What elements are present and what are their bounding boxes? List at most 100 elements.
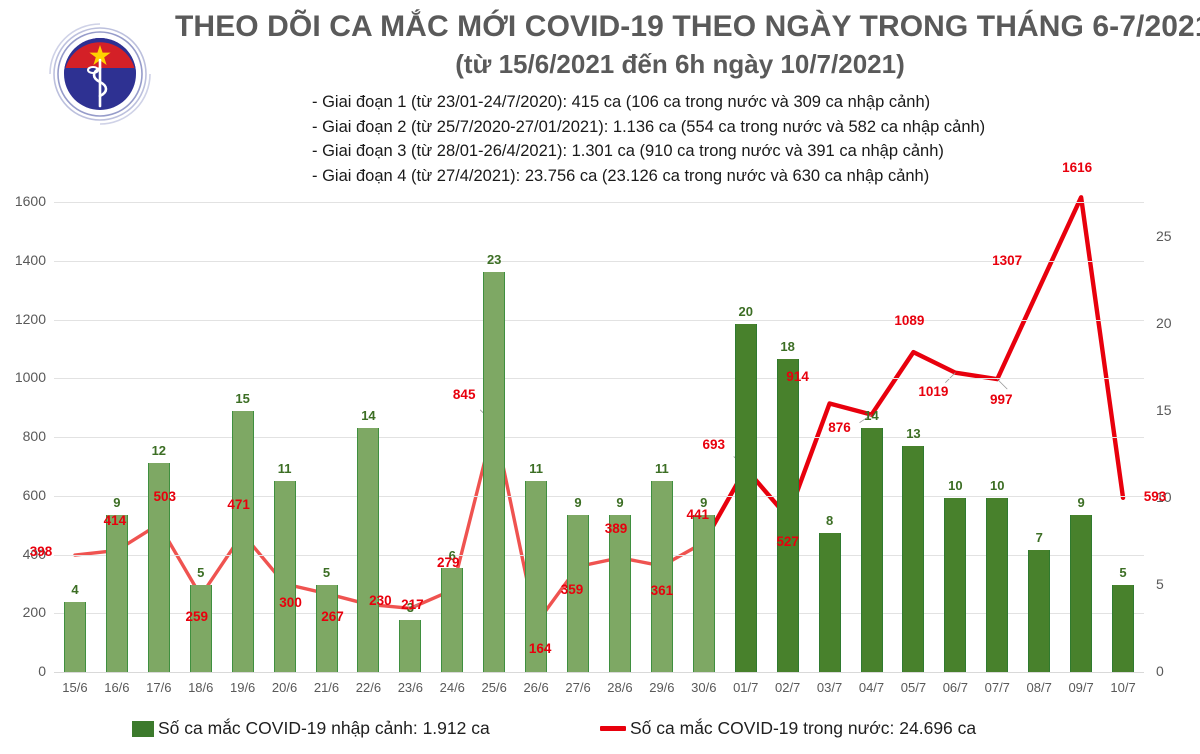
x-axis-tick: 18/6 (188, 680, 214, 695)
legend-item-imported[interactable]: Số ca mắc COVID-19 nhập cảnh: 1.912 ca (132, 718, 490, 739)
bar-value-label: 23 (486, 251, 502, 267)
bar-imported-cases[interactable] (441, 567, 464, 672)
plot-area: 0 200 400 600 800 1000 1200 1400 1600 0 5 10 15 20 25 4… (0, 160, 1200, 695)
gridline (54, 672, 1144, 673)
bar-imported-cases[interactable] (818, 532, 841, 672)
label-leader-line (945, 372, 956, 383)
line-value-label: 1089 (894, 313, 925, 329)
bar-imported-cases[interactable] (525, 480, 548, 672)
x-axis-tick: 22/6 (355, 680, 382, 695)
y-axis-tick-left: 600 (22, 486, 46, 503)
x-axis-tick: 02/7 (774, 680, 801, 695)
bar-value-label: 9 (700, 495, 708, 511)
line-value-label: 471 (227, 496, 250, 512)
y-axis-tick-left: 1000 (14, 369, 46, 386)
bar-imported-cases[interactable] (63, 602, 86, 672)
title-block: THEO DÕI CA MẮC MỚI COVID-19 THEO NGÀY T… (175, 8, 1200, 81)
bar-value-label: 11 (277, 460, 292, 476)
domestic-cases-line (701, 195, 1126, 545)
bar-value-label: 7 (1035, 530, 1043, 546)
bar-imported-cases[interactable] (692, 515, 715, 672)
gridline (54, 260, 1144, 262)
x-axis-tick: 10/7 (1110, 680, 1136, 695)
chart-title: THEO DÕI CA MẮC MỚI COVID-19 THEO NGÀY T… (175, 10, 1200, 43)
bar-value-label: 5 (1119, 564, 1127, 580)
gridline (54, 378, 1144, 380)
x-axis-tick: 15/6 (62, 680, 88, 695)
legend-item-domestic[interactable]: Số ca mắc COVID-19 trong nước: 24.696 ca (600, 718, 976, 739)
bar-value-label: 12 (151, 443, 167, 459)
line-value-label: 503 (153, 489, 177, 505)
bar-imported-cases[interactable] (273, 480, 296, 672)
gridline (54, 554, 1144, 556)
line-value-label: 1307 (992, 253, 1023, 269)
bar-imported-cases[interactable] (986, 497, 1009, 672)
bar-imported-cases[interactable] (357, 428, 380, 672)
bar-imported-cases[interactable] (650, 480, 673, 672)
x-axis-tick: 24/6 (439, 680, 465, 695)
bar-value-label: 3 (406, 599, 414, 615)
bar-value-label: 6 (448, 547, 456, 563)
bar-imported-cases[interactable] (608, 515, 631, 672)
y-axis-tick-left: 1400 (14, 251, 46, 268)
y-axis-tick-left: 1200 (14, 310, 46, 327)
bar-imported-cases[interactable] (189, 584, 212, 672)
x-axis-tick: 16/6 (104, 680, 130, 695)
x-axis-tick: 01/7 (733, 680, 759, 695)
x-axis-tick: 03/7 (816, 680, 843, 695)
bar-imported-cases[interactable] (860, 428, 883, 672)
y-axis-tick-left: 800 (22, 428, 46, 444)
bar-imported-cases[interactable] (147, 463, 170, 672)
bar-imported-cases[interactable] (944, 497, 967, 672)
line-value-label: 593 (1143, 488, 1167, 504)
bar-value-label: 4 (71, 582, 79, 598)
line-value-label: 414 (103, 513, 127, 529)
chart-legend: Số ca mắc COVID-19 nhập cảnh: 1.912 ca S… (0, 712, 1200, 750)
x-axis-tick: 26/6 (523, 680, 549, 695)
y-axis-tick-right: 25 (1156, 227, 1172, 244)
bar-imported-cases[interactable] (902, 445, 925, 672)
bar-imported-cases[interactable] (567, 515, 590, 672)
x-axis-tick: 23/6 (397, 680, 423, 695)
line-value-label: 361 (650, 582, 674, 598)
bar-imported-cases[interactable] (315, 584, 338, 672)
bar-imported-cases[interactable] (105, 515, 128, 672)
x-axis-tick: 27/6 (565, 680, 591, 695)
ministry-of-health-logo-icon (38, 12, 163, 137)
bar-imported-cases[interactable] (1070, 515, 1093, 672)
bar-imported-cases[interactable] (734, 323, 757, 672)
x-axis-tick: 25/6 (481, 680, 507, 695)
y-axis-tick-right: 15 (1156, 401, 1172, 418)
phase-line-2: - Giai đoạn 2 (từ 25/7/2020-27/01/2021):… (312, 117, 986, 136)
y-axis-tick-right: 10 (1156, 488, 1172, 505)
line-value-label: 914 (786, 368, 809, 384)
y-axis-tick-left: 400 (22, 545, 46, 562)
label-leader-line (859, 414, 872, 424)
bar-imported-cases[interactable] (483, 271, 506, 672)
gridline (54, 613, 1144, 615)
line-value-label: 997 (990, 392, 1013, 408)
bar-value-label: 9 (1077, 495, 1085, 511)
bar-value-label: 11 (655, 460, 669, 476)
legend-label-domestic: Số ca mắc COVID-19 trong nước: 24.696 ca (630, 718, 977, 738)
bar-imported-cases[interactable] (1028, 550, 1051, 672)
bar-value-label: 18 (780, 338, 795, 354)
bar-value-label: 10 (948, 477, 963, 493)
label-leader-line (996, 378, 1008, 390)
bar-imported-cases[interactable] (231, 410, 254, 672)
line-value-label: 441 (686, 507, 710, 523)
x-axis-tick: 30/6 (691, 680, 717, 695)
bar-imported-cases[interactable] (399, 619, 422, 672)
bar-value-label: 9 (616, 495, 624, 511)
x-axis-tick: 20/6 (271, 680, 298, 695)
bar-value-label: 13 (906, 425, 921, 441)
x-axis-tick: 21/6 (313, 680, 340, 695)
bar-imported-cases[interactable] (776, 358, 799, 672)
bar-value-label: 8 (825, 512, 834, 528)
line-value-label: 164 (528, 640, 552, 656)
bar-imported-cases[interactable] (1112, 584, 1135, 672)
y-axis-tick-right: 0 (1156, 663, 1164, 679)
bar-value-label: 14 (864, 408, 879, 424)
y-axis-tick-left: 1600 (14, 193, 46, 209)
